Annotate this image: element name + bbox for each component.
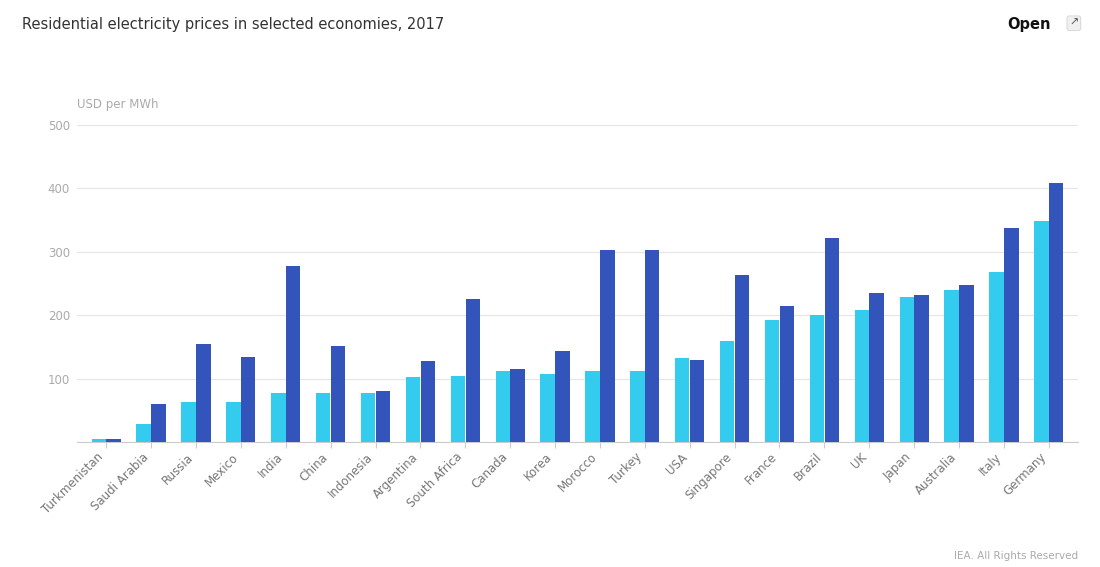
Bar [780, 306, 794, 442]
Bar [451, 375, 465, 442]
Bar [630, 370, 645, 442]
Bar [869, 293, 884, 442]
Bar [227, 402, 241, 442]
Bar [420, 361, 434, 442]
Bar [331, 346, 345, 442]
Text: ↗: ↗ [1069, 18, 1079, 28]
Bar [241, 357, 255, 442]
Bar [152, 404, 166, 442]
Bar [196, 344, 210, 442]
Bar [1004, 227, 1019, 442]
Bar [825, 238, 839, 442]
Bar [286, 266, 300, 442]
Text: USD per MWh: USD per MWh [77, 98, 158, 111]
Bar [540, 374, 554, 442]
Bar [376, 391, 390, 442]
Bar [1049, 183, 1064, 442]
Text: Residential electricity prices in selected economies, 2017: Residential electricity prices in select… [22, 17, 444, 32]
Bar [107, 439, 121, 442]
Bar [720, 341, 735, 442]
Bar [900, 298, 914, 442]
Text: Open: Open [1006, 17, 1050, 32]
Bar [271, 393, 286, 442]
Bar [406, 377, 420, 442]
Bar [136, 425, 151, 442]
Bar [764, 320, 779, 442]
Bar [496, 371, 510, 442]
Bar [510, 369, 525, 442]
Bar [601, 250, 615, 442]
Bar [989, 272, 1003, 442]
Bar [182, 402, 196, 442]
Bar [556, 352, 570, 442]
Bar [945, 290, 959, 442]
Bar [810, 315, 824, 442]
Bar [959, 285, 974, 442]
Bar [316, 393, 330, 442]
Bar [690, 359, 704, 442]
Bar [1034, 221, 1048, 442]
Bar [91, 439, 106, 442]
Bar [735, 275, 749, 442]
Text: IEA. All Rights Reserved: IEA. All Rights Reserved [954, 551, 1078, 561]
Bar [645, 250, 659, 442]
Bar [675, 358, 690, 442]
Bar [914, 295, 928, 442]
Bar [361, 393, 375, 442]
Bar [465, 299, 480, 442]
Bar [855, 310, 869, 442]
Bar [585, 371, 600, 442]
